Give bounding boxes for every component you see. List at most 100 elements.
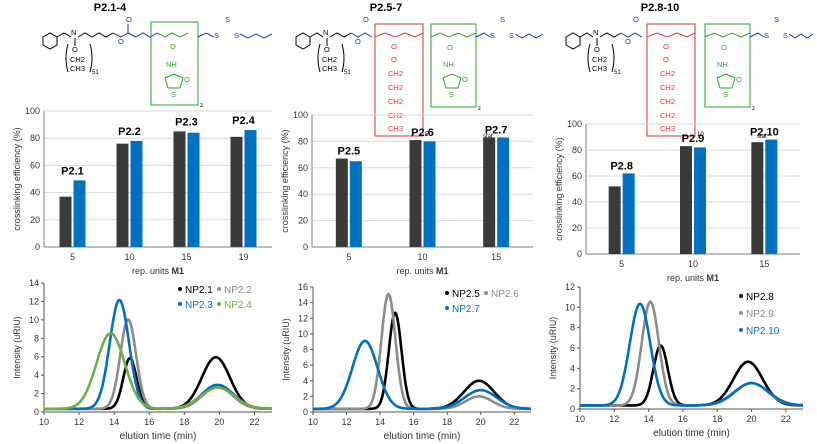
legend-label: NP2.8 (746, 292, 774, 303)
bar-blue (187, 132, 200, 247)
linker-bonds (620, 32, 643, 38)
x-axis-title-bold: M1 (436, 266, 449, 276)
y-tick-label: 12 (298, 313, 308, 323)
y-tick-label: 6 (303, 360, 308, 370)
y-axis-title: Intensity (uRIU) (548, 317, 558, 380)
red-chain-atom: O (663, 55, 669, 64)
y-tick-label: 60 (30, 160, 40, 170)
y-tick-label: 14 (298, 298, 308, 308)
bar-dark (680, 146, 692, 254)
bracket-left (587, 43, 591, 73)
y-tick-label: 2 (34, 389, 39, 399)
legend-marker (739, 294, 743, 298)
y-tick-label: 0 (34, 407, 39, 417)
x-tick-label: 5 (70, 252, 75, 262)
repeat-count: 51 (92, 70, 99, 76)
bar-blue (130, 140, 143, 247)
bracket-right (611, 43, 615, 73)
benzene-ring (42, 32, 58, 50)
group-label: P2.4 (232, 115, 256, 127)
sec-chart-np2-5-7: 0 2 4 6 8 10 12 14 16 10 12 14 16 18 20 22 Intensity (uR… (281, 282, 532, 442)
legend-label: NP2.10 (746, 326, 780, 337)
bar-blue (73, 180, 86, 247)
legend-label: NP2.1 (185, 285, 213, 296)
group-label: P2.1 (61, 165, 84, 177)
group-label: P2.6 (411, 127, 434, 139)
group-label: P2.8 (610, 160, 633, 172)
sec-chart-np2-8-10: 0 2 4 6 8 10 12 10 12 14 16 18 20 22 Intensity (uRIU) e… (548, 282, 804, 439)
legend-label: NP2.6 (491, 289, 519, 300)
butyl-chain (788, 33, 814, 39)
x-tick-label: 15 (181, 252, 191, 262)
x-tick-label: 10 (39, 417, 49, 427)
group-label: P2.7 (485, 124, 508, 136)
series-line-np2-8 (579, 344, 804, 407)
monomer-bonds (156, 32, 189, 38)
x-tick-label: 10 (575, 414, 585, 424)
red-subscript: 5 (425, 132, 429, 138)
x-tick-label: 20 (214, 417, 224, 427)
y-tick-label: 2 (303, 391, 308, 401)
series-line-np2-5 (312, 311, 532, 411)
red-chain-atom: CH2 (660, 83, 675, 92)
y-tick-label: 12 (29, 296, 39, 306)
red-chain-atom: CH2 (660, 69, 675, 78)
bar-dark (608, 186, 621, 254)
red-chain-atom: CH2 (660, 111, 675, 120)
bar-dark (173, 131, 186, 247)
pendant-atom: O (324, 45, 330, 54)
group-label: P2.3 (175, 116, 198, 128)
x-axis-title-bold: M1 (172, 266, 185, 276)
pendant-atom: CH3 (70, 64, 85, 73)
bracket-right (341, 43, 345, 73)
y-tick-label: 100 (25, 106, 40, 116)
bond (309, 32, 324, 38)
y-axis-title: crosslinking efficiency (%) (554, 137, 564, 240)
lactone-ring (442, 73, 462, 89)
bond (579, 32, 594, 38)
lactone-sulfur: S (449, 90, 454, 99)
y-tick-label: 8 (570, 323, 575, 333)
red-chain-atom: CH3 (388, 124, 403, 133)
red-chain-atom: O (391, 42, 397, 51)
repeat-count: 51 (344, 70, 351, 76)
x-axis-title: rep. units M1 (396, 266, 448, 276)
raft-bonds (749, 32, 765, 38)
bar-chart-p2-5-7: 0 20 40 60 80 100 5 P2.5 10 P2.6 15 P2.7 crosslinkin… (280, 110, 533, 276)
y-tick-label: 60 (298, 163, 308, 173)
y-tick-label: 0 (303, 407, 308, 417)
bar-blue (497, 137, 510, 247)
x-tick-label: 14 (109, 417, 119, 427)
x-axis-title: rep. units M1 (667, 273, 719, 283)
series-line-np2-6 (312, 292, 532, 411)
y-tick-label: 100 (293, 110, 308, 120)
raft-sulfur: S (764, 31, 769, 40)
structure-title: P2.5-7 (370, 2, 402, 14)
lactone-oxygen: O (184, 75, 190, 84)
x-tick-label: 10 (124, 252, 134, 262)
bar-dark (483, 137, 496, 247)
lactone-ring (164, 73, 184, 89)
red-monomer-bonds (646, 32, 696, 38)
lactone-sulfur: S (171, 90, 176, 99)
ester-oxygen: O (633, 15, 639, 24)
x-tick-label: 18 (442, 417, 452, 427)
bar-blue (765, 139, 778, 254)
legend-marker (217, 302, 221, 306)
x-tick-label: 22 (781, 414, 791, 424)
monomer-bonds (430, 32, 477, 38)
lactone-oxygen: O (462, 75, 468, 84)
group-label: P2.10 (750, 127, 779, 139)
x-tick-label: 12 (609, 414, 619, 424)
legend-label: NP2.3 (185, 300, 213, 311)
ester-oxygen: O (118, 37, 124, 46)
y-tick-label: 16 (298, 282, 308, 292)
x-axis-title: elution time (min) (653, 428, 730, 439)
pendant-atom: O (594, 45, 600, 54)
x-tick-label: 12 (74, 417, 84, 427)
benzene-ring (295, 32, 311, 50)
nitrogen-label: N (323, 28, 328, 37)
backbone-bonds (599, 32, 622, 38)
x-tick-label: 14 (644, 414, 654, 424)
y-tick-label: 10 (565, 302, 575, 312)
